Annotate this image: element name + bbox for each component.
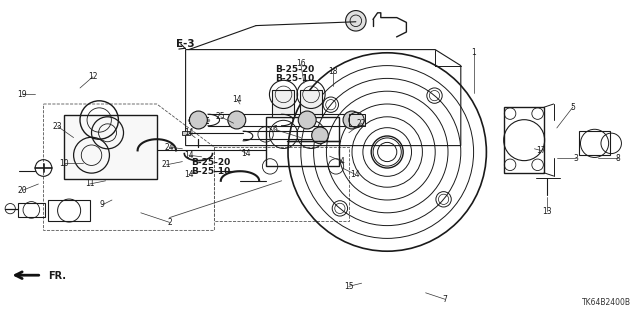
- Text: 11: 11: [85, 180, 94, 188]
- Bar: [300, 90, 322, 117]
- Text: E-3: E-3: [176, 39, 195, 49]
- Text: 24: 24: [164, 143, 175, 152]
- Bar: [579, 131, 610, 155]
- Text: 6: 6: [273, 125, 278, 134]
- Bar: [504, 107, 544, 173]
- Text: 25: 25: [216, 112, 226, 121]
- Text: 17: 17: [536, 146, 546, 155]
- Text: TK64B2400B: TK64B2400B: [582, 298, 632, 307]
- Text: 16: 16: [296, 60, 306, 68]
- Circle shape: [228, 111, 246, 129]
- Text: B-25-10: B-25-10: [275, 74, 314, 83]
- Text: 4: 4: [340, 157, 345, 166]
- Text: 5: 5: [570, 103, 575, 112]
- Circle shape: [312, 127, 328, 144]
- Text: 2: 2: [167, 218, 172, 227]
- Circle shape: [298, 111, 316, 129]
- Text: 14: 14: [184, 151, 194, 160]
- Bar: [48, 200, 90, 221]
- Bar: [64, 115, 157, 179]
- Text: FR.: FR.: [48, 271, 66, 281]
- Circle shape: [346, 11, 366, 31]
- Text: 23: 23: [52, 122, 63, 131]
- Text: 13: 13: [542, 207, 552, 216]
- Bar: [266, 117, 339, 166]
- Bar: [349, 114, 365, 126]
- Text: 18: 18: [328, 68, 337, 76]
- Text: 1: 1: [471, 48, 476, 57]
- Text: 14: 14: [184, 128, 194, 137]
- Text: 21: 21: [162, 160, 171, 169]
- Text: 22: 22: [357, 119, 366, 128]
- Text: 20: 20: [17, 186, 28, 195]
- Text: 14: 14: [350, 170, 360, 179]
- Text: 3: 3: [573, 154, 579, 163]
- Bar: [18, 203, 45, 217]
- Circle shape: [343, 111, 361, 129]
- Bar: [272, 90, 294, 117]
- Text: 15: 15: [344, 282, 354, 291]
- Text: 10: 10: [59, 159, 69, 168]
- Text: 14: 14: [241, 149, 252, 158]
- Text: 7: 7: [442, 295, 447, 304]
- Text: B-25-20: B-25-20: [191, 158, 230, 167]
- Text: B-25-10: B-25-10: [191, 167, 230, 176]
- Text: 19: 19: [17, 90, 28, 99]
- Text: 14: 14: [184, 170, 194, 179]
- Text: 14: 14: [232, 95, 242, 104]
- Bar: [182, 131, 190, 135]
- Text: 8: 8: [615, 154, 620, 163]
- Text: B-25-20: B-25-20: [275, 65, 314, 74]
- Text: 12: 12: [88, 72, 97, 81]
- Circle shape: [189, 111, 207, 129]
- Text: 9: 9: [100, 200, 105, 209]
